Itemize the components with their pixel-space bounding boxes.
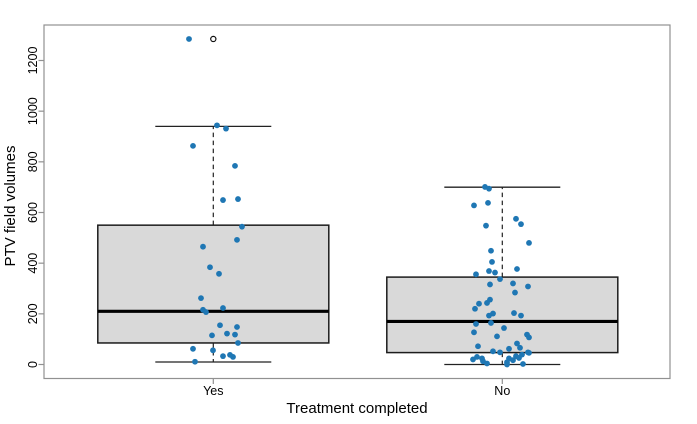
data-point: [210, 347, 216, 354]
data-point: [512, 289, 518, 296]
data-point: [235, 340, 241, 346]
data-point: [492, 269, 498, 276]
y-axis-title: PTV field volumes: [2, 146, 19, 267]
y-tick-label: 800: [26, 151, 40, 172]
data-point: [223, 125, 229, 132]
data-point: [526, 349, 532, 356]
data-point: [517, 344, 523, 351]
y-tick-label: 400: [26, 253, 40, 274]
data-point: [198, 295, 204, 302]
data-point: [220, 305, 226, 311]
data-point: [190, 142, 196, 149]
data-point: [519, 351, 525, 358]
data-point: [486, 268, 492, 274]
data-point: [488, 247, 494, 254]
data-point: [200, 243, 206, 250]
data-point: [525, 283, 531, 290]
data-point: [475, 343, 481, 350]
data-point: [526, 334, 532, 341]
data-point: [235, 196, 241, 202]
data-point: [506, 345, 512, 352]
data-point: [473, 321, 479, 327]
data-point: [504, 361, 510, 368]
data-point: [484, 360, 490, 367]
data-point: [192, 358, 198, 365]
x-tick-label: No: [494, 384, 510, 398]
data-point: [485, 199, 491, 206]
data-point: [203, 309, 209, 315]
x-axis-title: Treatment completed: [286, 400, 427, 417]
outlier-point: [210, 35, 217, 43]
data-point: [497, 276, 503, 283]
data-point: [190, 345, 196, 352]
data-point: [472, 305, 478, 312]
data-point: [234, 236, 240, 243]
data-point: [473, 271, 479, 278]
data-point: [526, 240, 532, 246]
data-point: [518, 312, 524, 319]
data-point: [224, 330, 230, 337]
data-point: [501, 325, 507, 331]
data-point: [239, 223, 245, 230]
data-point: [514, 340, 520, 347]
data-point: [514, 266, 520, 272]
data-point: [217, 322, 223, 329]
data-point: [186, 36, 192, 42]
box: [386, 276, 619, 354]
data-point: [489, 259, 495, 265]
data-point: [220, 197, 226, 203]
data-point: [518, 221, 524, 228]
data-point: [513, 215, 519, 222]
data-point: [483, 222, 489, 229]
data-point: [234, 324, 240, 330]
data-point: [520, 361, 526, 367]
data-point: [486, 185, 492, 192]
data-point: [494, 333, 500, 340]
plot-frame: [43, 24, 671, 380]
data-point: [209, 332, 215, 339]
data-point: [214, 122, 220, 129]
data-point: [511, 310, 517, 316]
data-point: [490, 348, 496, 355]
data-point: [232, 162, 238, 169]
y-tick-label: 200: [26, 303, 40, 324]
data-point: [488, 320, 494, 326]
data-point: [510, 357, 516, 364]
y-tick-label: 1000: [26, 97, 40, 125]
data-point: [486, 312, 492, 319]
box: [97, 224, 330, 344]
data-point: [207, 264, 213, 271]
y-tick-label: 1200: [26, 47, 40, 75]
data-point: [471, 329, 477, 336]
plot-generated-content: 0 200 400 600 800 1000 1200 Yes No: [26, 24, 671, 398]
data-point: [220, 353, 226, 360]
data-point: [484, 300, 490, 306]
data-point: [510, 280, 516, 287]
y-tick-label: 600: [26, 202, 40, 223]
data-point: [487, 281, 493, 288]
x-tick-label: Yes: [203, 384, 223, 398]
data-point: [476, 300, 482, 307]
data-point: [232, 331, 238, 338]
data-point: [474, 354, 480, 360]
data-point: [497, 349, 503, 356]
data-point: [216, 270, 222, 277]
y-tick-label: 0: [26, 361, 40, 368]
data-point: [227, 351, 233, 358]
data-point: [471, 202, 477, 209]
